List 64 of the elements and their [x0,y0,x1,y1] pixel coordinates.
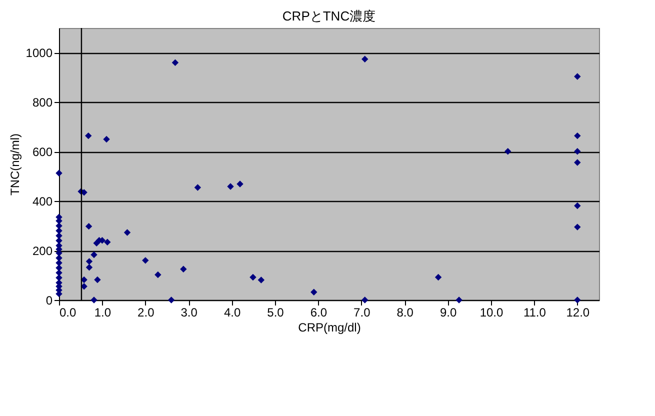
point [310,288,318,296]
point [227,183,234,190]
point [362,56,368,63]
y-tick-label: 200 [32,244,53,258]
point [56,170,62,177]
point [434,274,442,281]
point [94,276,101,284]
x-tick-label: 3.0 [180,306,198,320]
point [85,222,92,230]
x-tick-label: 12.0 [566,306,590,320]
point [172,59,179,66]
point [362,296,368,304]
point [194,184,202,191]
point [456,296,462,304]
point [574,296,581,304]
point [104,238,111,246]
point [574,132,581,140]
point [56,237,62,244]
point [80,283,88,290]
point [504,148,512,155]
x-tick-label: 4.0 [224,306,241,320]
point [574,73,581,80]
point [142,257,149,264]
chart-title: CRPとTNC濃度 [282,8,376,24]
point [80,276,88,284]
point [154,271,162,278]
x-tick-label: 11.0 [523,306,546,320]
x-tick-label: 0.0 [60,306,77,320]
y-tick-label: 800 [32,96,53,110]
y-tick-label: 600 [32,145,53,160]
point [56,232,62,240]
point [90,251,98,258]
x-tick-label: 10.0 [480,306,504,320]
x-tick-label: 8.0 [396,306,414,320]
point [574,224,581,230]
point [86,258,93,265]
y-tick-label: 400 [32,194,53,209]
y-tick-label: 1000 [26,46,53,60]
point [103,136,110,143]
point [574,159,581,166]
y-tick-label: 0 [46,294,53,308]
point [90,296,98,304]
point [258,276,265,284]
point [236,180,244,188]
point [250,274,256,281]
point [85,132,92,140]
point [56,274,62,282]
x-tick-label: 6.0 [310,306,328,320]
x-tick-label: 7.0 [354,306,371,320]
point [86,264,93,271]
point [574,202,581,210]
x-tick-label: 2.0 [138,306,155,320]
point [180,266,187,272]
x-tick-label: 5.0 [267,306,284,320]
x-axis-title: CRP(mg/dl) [298,320,361,334]
point [56,227,62,234]
point [168,296,175,304]
y-axis-title: TNC(ng/ml) [8,134,22,196]
point [124,229,131,236]
point [56,269,62,276]
point [574,148,581,155]
x-tick-label: 9.0 [440,306,457,320]
x-tick-label: 1.0 [94,306,112,320]
point [56,222,62,230]
